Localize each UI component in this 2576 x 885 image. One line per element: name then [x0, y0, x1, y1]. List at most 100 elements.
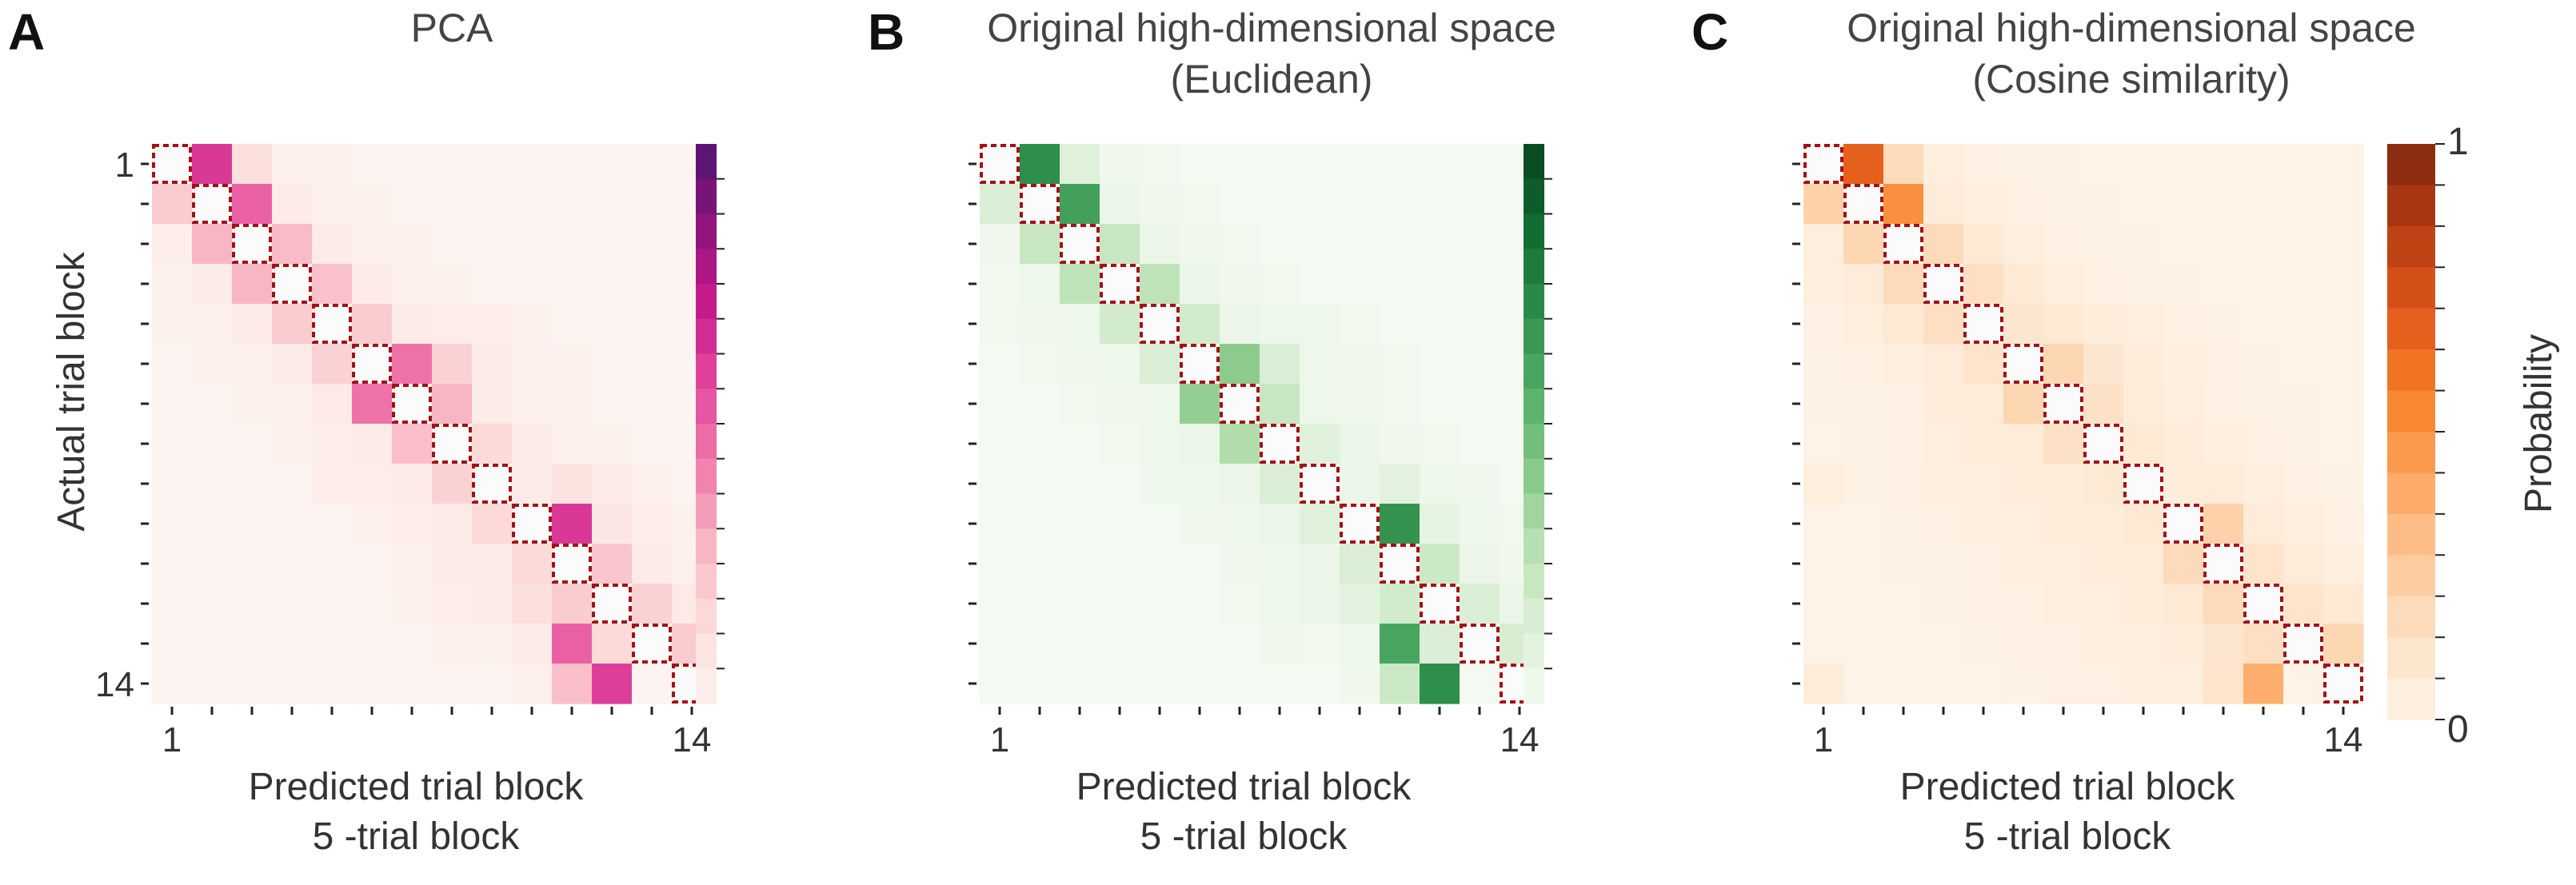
- colormap-strip-segment: [696, 668, 717, 704]
- heatmap-cell: [1180, 624, 1220, 664]
- heatmap-cell: [1180, 184, 1220, 225]
- colormap-strip-segment: [1524, 389, 1544, 425]
- heatmap-cell: [2243, 624, 2284, 664]
- heatmap-cell: [2203, 664, 2244, 704]
- heatmap-cell: [1883, 464, 1924, 504]
- heatmap-cell: [472, 304, 513, 345]
- colorbar-label: Probability: [2518, 334, 2560, 513]
- diagonal-marker: [152, 144, 192, 184]
- heatmap-cell: [2043, 304, 2084, 345]
- colormap-strip-segment: [696, 389, 717, 425]
- diagonal-marker: [392, 384, 432, 424]
- heatmap-cell: [1963, 504, 2004, 544]
- heatmap-cell: [2243, 544, 2284, 584]
- heatmap-cell: [1180, 504, 1220, 544]
- heatmap-cell: [2003, 224, 2044, 265]
- heatmap-cell: [512, 624, 553, 664]
- heatmap-cell: [1803, 264, 1844, 305]
- x-tick-label: 14: [1500, 720, 1540, 759]
- diagonal-marker: [1380, 544, 1420, 584]
- heatmap-cell: [1923, 224, 1964, 265]
- heatmap-cell: [272, 304, 313, 345]
- heatmap-cell: [1260, 504, 1300, 544]
- heatmap-cell: [1883, 304, 1924, 345]
- heatmap-cell: [1060, 664, 1100, 704]
- heatmap-cell: [2123, 304, 2164, 345]
- heatmap-cell: [2283, 424, 2324, 464]
- heatmap-cell: [1923, 544, 1964, 584]
- heatmap-cell: [272, 384, 313, 425]
- colormap-strip-segment: [696, 213, 717, 249]
- diagonal-marker: [2083, 424, 2123, 464]
- heatmap-cell: [1140, 544, 1180, 584]
- heatmap-cell: [1300, 544, 1340, 584]
- heatmap-cell: [2243, 304, 2284, 345]
- heatmap-cell: [352, 464, 393, 504]
- diagonal-marker: [2003, 344, 2043, 384]
- heatmap-cell: [592, 144, 633, 185]
- heatmap-cell: [2163, 184, 2204, 225]
- heatmap-cell: [1460, 424, 1500, 464]
- heatmap-cell: [1140, 384, 1180, 425]
- diagonal-marker: [1460, 624, 1500, 664]
- heatmap-cell: [432, 504, 473, 544]
- heatmap-cell: [632, 464, 673, 504]
- heatmap-cell: [2323, 384, 2364, 425]
- heatmap-cell: [1260, 544, 1300, 584]
- heatmap-cell: [1340, 464, 1380, 504]
- colormap-strip-segment: [696, 318, 717, 355]
- heatmap-cell: [1843, 384, 1884, 425]
- heatmap-cell: [432, 344, 473, 385]
- heatmap-cell: [392, 504, 433, 544]
- heatmap-cell: [2283, 344, 2324, 385]
- x-tick-label: 1: [990, 720, 1009, 759]
- heatmap-cell: [232, 264, 273, 305]
- diagonal-marker: [1060, 224, 1100, 264]
- heatmap-cell: [1843, 504, 1884, 544]
- heatmap-cell: [1260, 624, 1300, 664]
- colorbar-segment: [2387, 308, 2435, 350]
- heatmap-cell: [2323, 264, 2364, 305]
- heatmap-cell: [2083, 144, 2124, 185]
- heatmap-cell: [1220, 504, 1260, 544]
- heatmap-cell: [1803, 504, 1844, 544]
- colorbar-segment: [2387, 555, 2435, 597]
- heatmap-cell: [552, 344, 593, 385]
- heatmap-cell: [512, 464, 553, 504]
- heatmap-cell: [432, 464, 473, 504]
- heatmap-cell: [1883, 424, 1924, 464]
- heatmap-cell: [1220, 624, 1260, 664]
- heatmap-cell: [352, 544, 393, 584]
- heatmap-cell: [1220, 264, 1260, 305]
- heatmap-cell: [2003, 424, 2044, 464]
- heatmap-cell: [232, 504, 273, 544]
- heatmap-cell: [312, 504, 353, 544]
- heatmap-cell: [232, 624, 273, 664]
- heatmap-cell: [512, 224, 553, 265]
- heatmap-cell: [472, 224, 513, 265]
- heatmap-cell: [312, 664, 353, 704]
- heatmap-cell: [272, 624, 313, 664]
- heatmap-cell: [312, 144, 353, 185]
- heatmap-cell: [2323, 224, 2364, 265]
- heatmap-cell: [312, 224, 353, 265]
- heatmap-cell: [392, 184, 433, 225]
- heatmap-cell: [232, 544, 273, 584]
- colormap-strip-segment: [1524, 633, 1544, 669]
- heatmap-cell: [980, 264, 1020, 305]
- colormap-strip-segment: [696, 353, 717, 389]
- heatmap-cell: [1923, 664, 1964, 704]
- heatmap-cell: [1803, 624, 1844, 664]
- heatmap-cell: [152, 504, 193, 544]
- heatmap-cell: [1060, 384, 1100, 425]
- heatmap-cell: [1100, 464, 1140, 504]
- colorbar-segment: [2387, 596, 2435, 638]
- heatmap-cell: [1420, 504, 1460, 544]
- heatmap-cell: [2163, 384, 2204, 425]
- heatmap-cell: [1963, 624, 2004, 664]
- heatmap-cell: [192, 624, 233, 664]
- heatmap-cell: [1963, 384, 2004, 425]
- heatmap-cell: [2123, 264, 2164, 305]
- heatmap-cell: [2203, 624, 2244, 664]
- heatmap-cell: [432, 264, 473, 305]
